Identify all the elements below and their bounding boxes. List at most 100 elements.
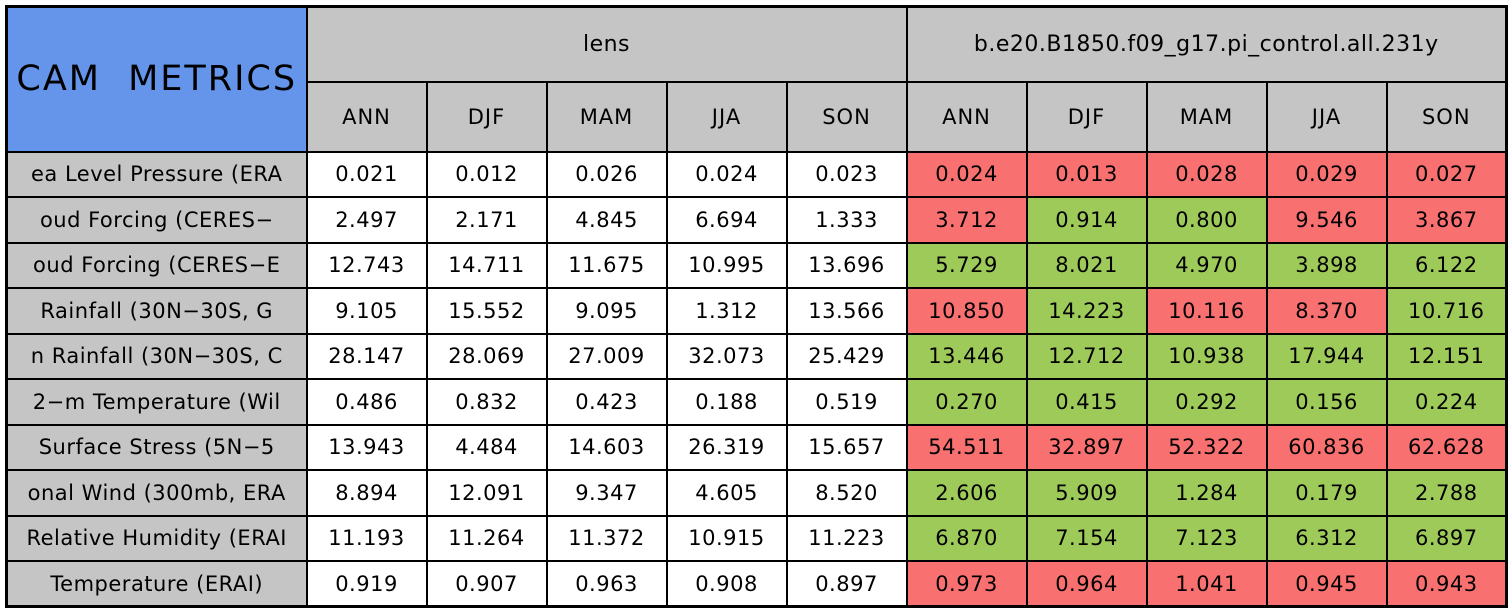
lens-value-cell: 9.105 [305,287,428,335]
control-value-cell-green: 6.897 [1385,514,1508,562]
metric-row-label: Rainfall (30N−30S, G [5,287,308,335]
lens-value-cell: 9.095 [545,287,668,335]
control-value-cell-red: 0.029 [1265,150,1388,198]
control-value-cell-green: 0.179 [1265,469,1388,517]
lens-value-cell: 0.012 [425,150,548,198]
lens-value-cell: 14.603 [545,423,668,471]
lens-value-cell: 9.347 [545,469,668,517]
control-value-cell-red: 8.370 [1265,287,1388,335]
lens-value-cell: 14.711 [425,241,548,289]
lens-value-cell: 26.319 [665,423,788,471]
control-value-cell-green: 14.223 [1025,287,1148,335]
season-column-header-mam: MAM [545,80,668,153]
control-value-cell-green: 7.123 [1145,514,1268,562]
control-value-cell-red: 1.041 [1145,560,1268,608]
lens-value-cell: 0.963 [545,560,668,608]
control-value-cell-green: 2.606 [905,469,1028,517]
lens-value-cell: 0.919 [305,560,428,608]
lens-value-cell: 6.694 [665,196,788,244]
metric-row-label: Surface Stress (5N−5 [5,423,308,471]
lens-value-cell: 4.605 [665,469,788,517]
control-value-cell-green: 0.800 [1145,196,1268,244]
lens-value-cell: 0.832 [425,378,548,426]
lens-value-cell: 2.497 [305,196,428,244]
control-value-cell-green: 17.944 [1265,332,1388,380]
lens-value-cell: 12.091 [425,469,548,517]
season-column-header-son: SON [1385,80,1508,153]
control-value-cell-green: 0.270 [905,378,1028,426]
table-row: oud Forcing (CERES−E 12.743 14.711 11.675 10… [5,241,1508,289]
control-value-cell-red: 0.028 [1145,150,1268,198]
metric-row-label: n Rainfall (30N−30S, C [5,332,308,380]
lens-value-cell: 13.696 [785,241,908,289]
column-group-lens: lens [305,5,908,83]
control-value-cell-red: 62.628 [1385,423,1508,471]
table-title-cell: CAM METRICS [5,5,308,153]
lens-value-cell: 10.995 [665,241,788,289]
control-value-cell-green: 0.224 [1385,378,1508,426]
lens-value-cell: 13.943 [305,423,428,471]
control-value-cell-green: 10.938 [1145,332,1268,380]
table-row: oud Forcing (CERES− 2.497 2.171 4.845 6.694 1… [5,196,1508,244]
lens-value-cell: 12.743 [305,241,428,289]
lens-value-cell: 4.484 [425,423,548,471]
table-row: onal Wind (300mb, ERA 8.894 12.091 9.347 4.6… [5,469,1508,517]
season-column-header-ann: ANN [305,80,428,153]
metric-row-label: Temperature (ERAI) [5,560,308,608]
lens-value-cell: 4.845 [545,196,668,244]
column-group-control-run: b.e20.B1850.f09_g17.pi_control.all.231y [905,5,1508,83]
lens-value-cell: 27.009 [545,332,668,380]
table-row: Temperature (ERAI) 0.919 0.907 0.963 0.908 0.… [5,560,1508,608]
metric-row-label: oud Forcing (CERES−E [5,241,308,289]
lens-value-cell: 0.021 [305,150,428,198]
control-value-cell-green: 6.122 [1385,241,1508,289]
control-value-cell-green: 5.909 [1025,469,1148,517]
control-value-cell-red: 0.945 [1265,560,1388,608]
control-value-cell-red: 3.712 [905,196,1028,244]
table-row: Surface Stress (5N−5 13.943 4.484 14.603 26.… [5,423,1508,471]
control-value-cell-red: 0.964 [1025,560,1148,608]
season-column-header-djf: DJF [1025,80,1148,153]
control-value-cell-red: 0.013 [1025,150,1148,198]
control-value-cell-green: 12.151 [1385,332,1508,380]
control-value-cell-green: 4.970 [1145,241,1268,289]
table-row: 2−m Temperature (Wil 0.486 0.832 0.423 0.188… [5,378,1508,426]
control-value-cell-green: 0.156 [1265,378,1388,426]
lens-value-cell: 2.171 [425,196,548,244]
metric-row-label: ea Level Pressure (ERA [5,150,308,198]
control-value-cell-red: 0.943 [1385,560,1508,608]
lens-value-cell: 0.023 [785,150,908,198]
control-value-cell-green: 0.292 [1145,378,1268,426]
control-value-cell-green: 6.312 [1265,514,1388,562]
lens-value-cell: 13.566 [785,287,908,335]
lens-value-cell: 0.486 [305,378,428,426]
control-value-cell-green: 13.446 [905,332,1028,380]
control-value-cell-green: 0.914 [1025,196,1148,244]
lens-value-cell: 0.907 [425,560,548,608]
control-value-cell-green: 7.154 [1025,514,1148,562]
lens-value-cell: 0.519 [785,378,908,426]
season-column-header-son: SON [785,80,908,153]
control-value-cell-green: 6.870 [905,514,1028,562]
table-row: Rainfall (30N−30S, G 9.105 15.552 9.095 1.31… [5,287,1508,335]
lens-value-cell: 11.372 [545,514,668,562]
lens-value-cell: 0.026 [545,150,668,198]
lens-value-cell: 8.894 [305,469,428,517]
control-value-cell-red: 52.322 [1145,423,1268,471]
season-column-header-djf: DJF [425,80,548,153]
lens-value-cell: 11.675 [545,241,668,289]
season-column-header-jja: JJA [665,80,788,153]
lens-value-cell: 25.429 [785,332,908,380]
control-value-cell-green: 5.729 [905,241,1028,289]
lens-value-cell: 10.915 [665,514,788,562]
lens-value-cell: 32.073 [665,332,788,380]
table-row: ea Level Pressure (ERA 0.021 0.012 0.026 0.0… [5,150,1508,198]
cam-metrics-table-container: CAM METRICS lens b.e20.B1850.f09_g17.pi_… [5,5,1509,608]
control-value-cell-red: 10.850 [905,287,1028,335]
lens-value-cell: 15.657 [785,423,908,471]
lens-value-cell: 1.312 [665,287,788,335]
control-value-cell-red: 10.116 [1145,287,1268,335]
control-value-cell-red: 9.546 [1265,196,1388,244]
control-value-cell-red: 3.867 [1385,196,1508,244]
control-value-cell-green: 8.021 [1025,241,1148,289]
